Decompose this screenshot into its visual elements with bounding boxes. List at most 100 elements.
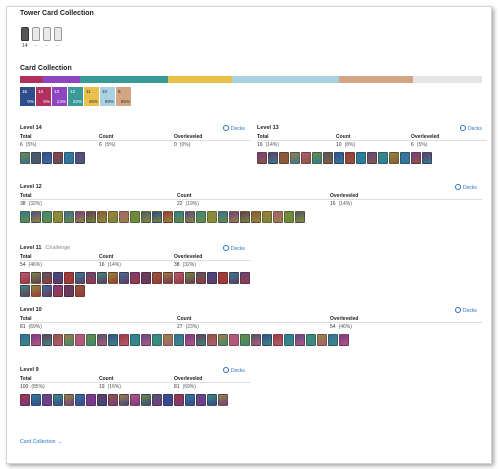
- card-icon[interactable]: [422, 152, 432, 164]
- card-icon[interactable]: [152, 334, 162, 346]
- card-icon[interactable]: [196, 334, 206, 346]
- card-icon[interactable]: [64, 211, 74, 223]
- card-icon[interactable]: [306, 334, 316, 346]
- decks-link[interactable]: Decks: [223, 125, 245, 132]
- decks-link[interactable]: Decks: [223, 245, 245, 252]
- card-icon[interactable]: [53, 211, 63, 223]
- card-icon[interactable]: [64, 272, 74, 284]
- card-icon[interactable]: [42, 394, 52, 406]
- card-icon[interactable]: [42, 152, 52, 164]
- card-icon[interactable]: [174, 211, 184, 223]
- card-icon[interactable]: [42, 285, 52, 297]
- card-icon[interactable]: [86, 211, 96, 223]
- card-icon[interactable]: [130, 394, 140, 406]
- card-icon[interactable]: [64, 334, 74, 346]
- card-icon[interactable]: [389, 152, 399, 164]
- card-icon[interactable]: [31, 285, 41, 297]
- card-icon[interactable]: [53, 285, 63, 297]
- level-badge[interactable]: 11 46%: [84, 87, 99, 106]
- card-icon[interactable]: [141, 211, 151, 223]
- card-icon[interactable]: [207, 272, 217, 284]
- card-icon[interactable]: [86, 394, 96, 406]
- card-icon[interactable]: [207, 334, 217, 346]
- card-icon[interactable]: [163, 334, 173, 346]
- card-icon[interactable]: [152, 394, 162, 406]
- card-icon[interactable]: [141, 272, 151, 284]
- card-icon[interactable]: [273, 334, 283, 346]
- card-icon[interactable]: [229, 334, 239, 346]
- card-icon[interactable]: [108, 211, 118, 223]
- card-icon[interactable]: [152, 211, 162, 223]
- card-icon[interactable]: [108, 394, 118, 406]
- card-icon[interactable]: [367, 152, 377, 164]
- card-icon[interactable]: [53, 272, 63, 284]
- card-icon[interactable]: [257, 152, 267, 164]
- card-icon[interactable]: [86, 334, 96, 346]
- card-icon[interactable]: [86, 272, 96, 284]
- card-icon[interactable]: [185, 211, 195, 223]
- card-icon[interactable]: [20, 211, 30, 223]
- card-icon[interactable]: [20, 334, 30, 346]
- card-icon[interactable]: [130, 272, 140, 284]
- card-icon[interactable]: [378, 152, 388, 164]
- card-icon[interactable]: [53, 394, 63, 406]
- card-icon[interactable]: [345, 152, 355, 164]
- decks-link[interactable]: Decks: [455, 184, 477, 191]
- card-icon[interactable]: [218, 334, 228, 346]
- card-icon[interactable]: [400, 152, 410, 164]
- card-icon[interactable]: [141, 394, 151, 406]
- card-icon[interactable]: [163, 272, 173, 284]
- card-icon[interactable]: [20, 152, 30, 164]
- card-icon[interactable]: [185, 394, 195, 406]
- card-icon[interactable]: [323, 152, 333, 164]
- card-icon[interactable]: [411, 152, 421, 164]
- card-icon[interactable]: [141, 334, 151, 346]
- card-icon[interactable]: [163, 211, 173, 223]
- card-icon[interactable]: [31, 211, 41, 223]
- card-icon[interactable]: [218, 272, 228, 284]
- card-icon[interactable]: [97, 394, 107, 406]
- card-icon[interactable]: [20, 272, 30, 284]
- card-icon[interactable]: [229, 272, 239, 284]
- level-badge[interactable]: 14 5%: [36, 87, 51, 106]
- card-icon[interactable]: [31, 272, 41, 284]
- card-icon[interactable]: [20, 285, 30, 297]
- card-icon[interactable]: [262, 334, 272, 346]
- level-badge[interactable]: 10 69%: [100, 87, 115, 106]
- card-icon[interactable]: [284, 211, 294, 223]
- card-icon[interactable]: [317, 334, 327, 346]
- card-icon[interactable]: [64, 152, 74, 164]
- card-icon[interactable]: [64, 285, 74, 297]
- decks-link[interactable]: Decks: [460, 125, 482, 132]
- card-icon[interactable]: [163, 394, 173, 406]
- card-icon[interactable]: [97, 211, 107, 223]
- card-icon[interactable]: [268, 152, 278, 164]
- card-icon[interactable]: [119, 334, 129, 346]
- card-icon[interactable]: [356, 152, 366, 164]
- level-badge[interactable]: 12 32%: [68, 87, 83, 106]
- card-icon[interactable]: [273, 211, 283, 223]
- card-icon[interactable]: [240, 272, 250, 284]
- card-icon[interactable]: [301, 152, 311, 164]
- card-icon[interactable]: [196, 272, 206, 284]
- card-icon[interactable]: [196, 211, 206, 223]
- card-collection-link[interactable]: Card Collection →: [20, 439, 63, 445]
- card-icon[interactable]: [251, 334, 261, 346]
- card-icon[interactable]: [284, 334, 294, 346]
- card-icon[interactable]: [295, 211, 305, 223]
- card-icon[interactable]: [119, 211, 129, 223]
- card-icon[interactable]: [75, 272, 85, 284]
- card-icon[interactable]: [339, 334, 349, 346]
- decks-link[interactable]: Decks: [455, 307, 477, 314]
- card-icon[interactable]: [53, 152, 63, 164]
- card-icon[interactable]: [31, 334, 41, 346]
- card-icon[interactable]: [295, 334, 305, 346]
- level-badge[interactable]: 13 14%: [52, 87, 67, 106]
- card-icon[interactable]: [20, 394, 30, 406]
- card-icon[interactable]: [196, 394, 206, 406]
- card-icon[interactable]: [75, 394, 85, 406]
- card-icon[interactable]: [207, 394, 217, 406]
- card-icon[interactable]: [130, 211, 140, 223]
- card-icon[interactable]: [75, 211, 85, 223]
- card-icon[interactable]: [42, 211, 52, 223]
